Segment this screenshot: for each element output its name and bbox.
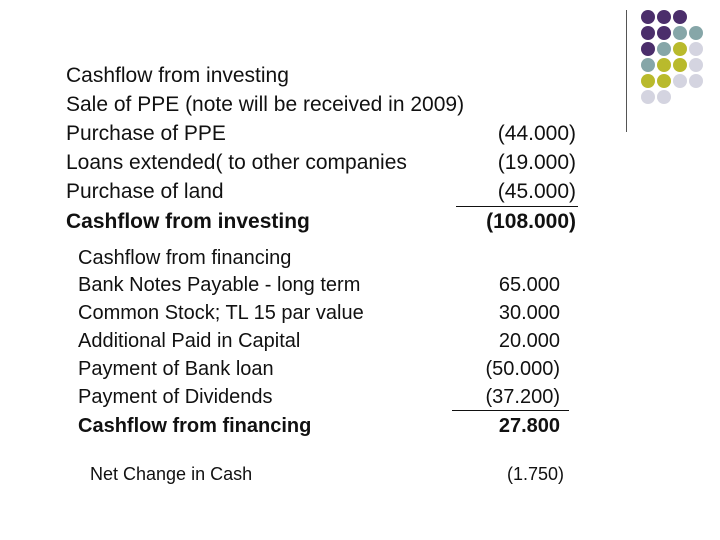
- financing-item-amount: 20.000: [498, 330, 560, 352]
- financing-item-label: Additional Paid in Capital: [78, 330, 301, 352]
- financing-total-rule: [452, 410, 569, 411]
- decorative-dot: [673, 26, 687, 40]
- investing-item-label: Loans extended( to other companies: [66, 151, 407, 174]
- decorative-dot: [657, 42, 671, 56]
- decorative-dot: [689, 58, 703, 72]
- decorative-dot: [657, 58, 671, 72]
- decorative-dot: [689, 42, 703, 56]
- decorative-dot: [641, 42, 655, 56]
- decorative-dot: [657, 74, 671, 88]
- decorative-divider-line: [626, 10, 627, 132]
- financing-item-label: Payment of Dividends: [78, 386, 273, 408]
- financing-item-label: Common Stock; TL 15 par value: [78, 302, 364, 324]
- financing-item-amount: (37.200): [485, 386, 561, 408]
- decorative-dot: [673, 10, 687, 24]
- investing-total-rule: [456, 206, 578, 207]
- decorative-dot: [657, 26, 671, 40]
- investing-item-label: Sale of PPE (note will be received in 20…: [66, 93, 465, 116]
- decorative-dot: [673, 58, 687, 72]
- financing-item-amount: 65.000: [498, 274, 560, 296]
- decorative-dot: [641, 90, 655, 104]
- decorative-dot: [641, 10, 655, 24]
- decorative-dot: [657, 10, 671, 24]
- financing-item-amount: (50.000): [485, 358, 561, 380]
- investing-item-amount: (44.000): [497, 122, 576, 145]
- decorative-dot: [641, 26, 655, 40]
- financing-total-label: Cashflow from financing: [78, 415, 312, 437]
- decorative-dot: [689, 74, 703, 88]
- decorative-dot: [641, 58, 655, 72]
- investing-item-label: Purchase of land: [66, 180, 224, 203]
- decorative-dot: [657, 90, 671, 104]
- decorative-dot: [673, 42, 687, 56]
- decorative-dot: [641, 74, 655, 88]
- investing-item-amount: (45.000): [497, 180, 576, 203]
- financing-heading: Cashflow from financing: [78, 247, 292, 269]
- financing-item-label: Payment of Bank loan: [78, 358, 274, 380]
- investing-item-label: Purchase of PPE: [66, 122, 226, 145]
- decorative-dot: [689, 26, 703, 40]
- investing-total-label: Cashflow from investing: [66, 210, 310, 233]
- net-change-amount: (1.750): [506, 464, 564, 484]
- financing-item-amount: 30.000: [498, 302, 560, 324]
- investing-total-amount: (108.000): [486, 210, 576, 233]
- investing-heading: Cashflow from investing: [66, 64, 289, 87]
- investing-item-amount: (19.000): [497, 151, 576, 174]
- financing-total-amount: 27.800: [498, 415, 560, 437]
- financing-item-label: Bank Notes Payable - long term: [78, 274, 361, 296]
- decorative-dot: [673, 74, 687, 88]
- net-change-label: Net Change in Cash: [90, 464, 253, 484]
